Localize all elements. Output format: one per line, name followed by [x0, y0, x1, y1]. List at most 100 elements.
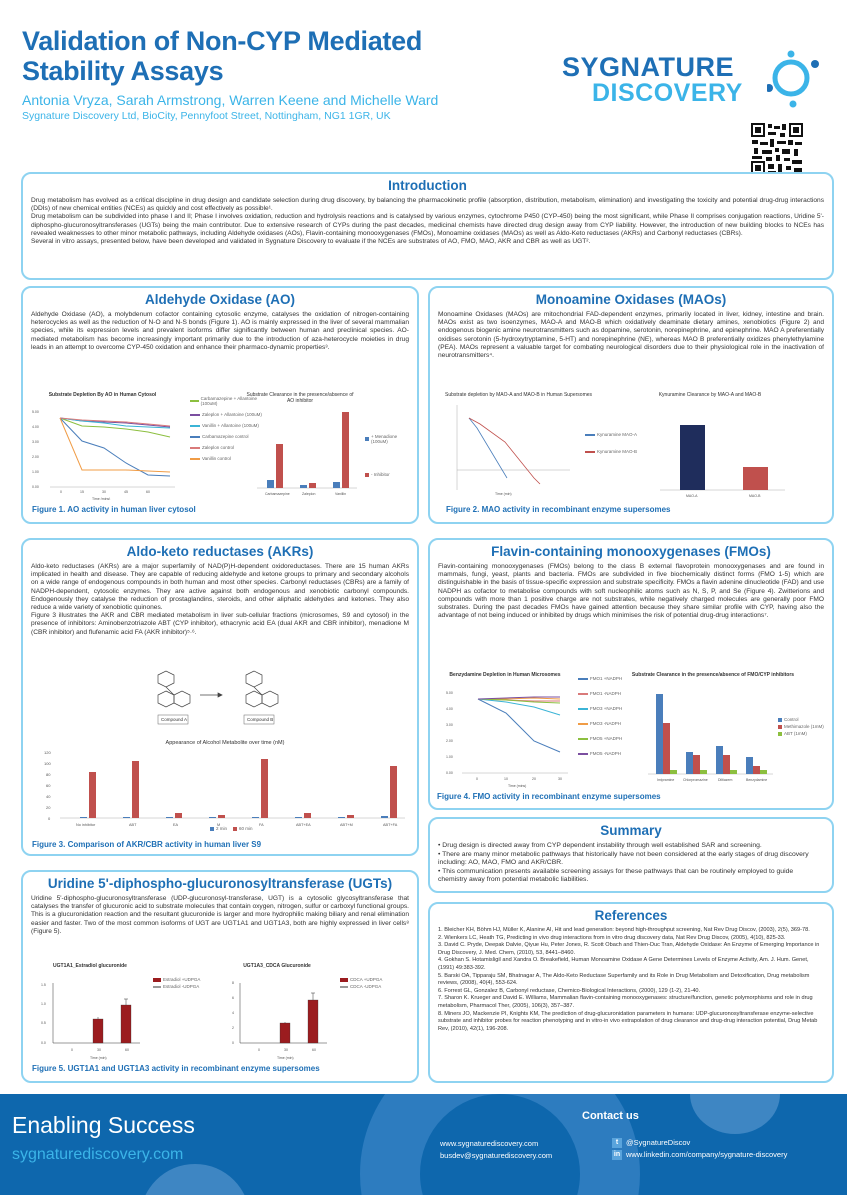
mao-depletion-legend: Kynuramine MAO-A Kynuramine MAO-B [585, 432, 637, 460]
mao-clearance-plot: MAO-A MAO-B [660, 425, 785, 498]
fmo-clearance-chart: Substrate Clearance in the presence/abse… [628, 672, 828, 792]
legend-item: + Menadione (100uM) [365, 434, 415, 444]
summary-panel: Summary Drug design is directed away fro… [428, 817, 834, 893]
qr-code[interactable] [750, 122, 804, 176]
legend-item: Estradiol +UDPGA [153, 977, 200, 982]
svg-text:45: 45 [124, 490, 128, 494]
legend-item: FMO5 +NADPH [578, 736, 622, 741]
svg-text:M: M [217, 823, 220, 827]
svg-text:60: 60 [312, 1048, 316, 1052]
legend-item: 60 min [233, 826, 253, 831]
svg-text:30: 30 [97, 1048, 101, 1052]
ao-depletion-chart: Substrate Depletion By AO in Human Cytos… [30, 392, 265, 502]
summary-item: Drug design is directed away from CYP de… [438, 842, 824, 851]
legend-item: Control [778, 717, 824, 722]
svg-text:ABT+M: ABT+M [340, 823, 353, 827]
akr-metabolite-legend: 2 min 60 min [210, 826, 253, 837]
svg-text:2.00: 2.00 [446, 739, 453, 743]
svg-text:Carbamazepine: Carbamazepine [265, 492, 290, 496]
svg-text:2: 2 [232, 1026, 234, 1030]
contact-heading: Contact us [582, 1110, 639, 1122]
legend-item: CDCA +UDPGA [340, 977, 382, 982]
fmo-clearance-plot: Imipramine Chlorpromazine Diltiazem Benzyda… [648, 694, 773, 782]
fmo-body: Flavin-containing monooxygenases (FMOs) … [438, 563, 824, 620]
decorative-ring [360, 1094, 640, 1195]
figure-4-caption: Figure 4. FMO activity in recombinant en… [437, 792, 661, 801]
akr-body-2: Figure 3 illustrates the AKR and CBR med… [31, 612, 409, 636]
svg-text:40: 40 [46, 794, 51, 799]
reference-item: 6. Forrest GL, Gonzalez B, Carbonyl redu… [438, 987, 701, 994]
fmo-depletion-plot: 0.00 1.00 2.00 3.00 4.00 5.00 0 10 20 30 Time (m… [446, 691, 568, 788]
legend-item: - Inhibitor [365, 472, 415, 477]
akr-metabolite-chart: Appearance of Alcohol Metabolite over ti… [40, 740, 410, 840]
contact-social: t @SygnatureDiscov in www.linkedin.com/com… [612, 1137, 787, 1161]
legend-item: Carbamazepine control [190, 434, 265, 439]
svg-text:MAO-A: MAO-A [686, 494, 698, 498]
affiliation: Sygnature Discovery Ltd, BioCity, Pennyf… [22, 110, 391, 122]
svg-text:1.0: 1.0 [41, 1002, 46, 1006]
legend-item: Kynuramine MAO-B [585, 449, 637, 454]
svg-text:2.00: 2.00 [32, 455, 39, 459]
figure-3-caption: Figure 3. Comparison of AKR/CBR activity… [32, 840, 262, 849]
svg-text:Time (mins): Time (mins) [92, 497, 110, 500]
chart-title: UGT1A3_CDCA Glucuronide [243, 963, 311, 969]
authors: Antonia Vryza, Sarah Armstrong, Warren K… [22, 92, 439, 108]
introduction-heading: Introduction [388, 178, 467, 193]
svg-text:80: 80 [46, 772, 51, 777]
ao-depletion-plot: 0.00 1.00 2.00 3.00 4.00 5.00 0 15 30 45 60 Time … [32, 410, 175, 500]
svg-text:0.5: 0.5 [41, 1021, 46, 1025]
twitter-handle[interactable]: @SygnatureDiscov [626, 1138, 691, 1147]
svg-text:10: 10 [504, 777, 508, 781]
logo-text-discovery: DISCOVERY [592, 79, 743, 107]
linkedin-link[interactable]: www.linkedin.com/company/sygnature-disco… [626, 1150, 788, 1159]
akr-reaction-scheme [157, 670, 279, 725]
ao-heading: Aldehyde Oxidase (AO) [144, 292, 296, 307]
svg-text:0: 0 [60, 490, 62, 494]
qr-code-icon [750, 122, 804, 176]
svg-text:8: 8 [232, 981, 234, 985]
reference-item: 3. David C. Pryde, Deepak Dalvie, Qiyue … [438, 942, 820, 956]
reference-item: 2. Wienkers LC, Heath TG, Predicting in … [438, 934, 786, 941]
svg-text:ABT+EA: ABT+EA [296, 823, 311, 827]
website-link[interactable]: www.sygnaturediscovery.com [440, 1139, 539, 1148]
linkedin-row[interactable]: in www.linkedin.com/company/sygnature-dis… [612, 1149, 787, 1161]
introduction-paragraph-2: Drug metabolism can be subdivided into p… [31, 213, 824, 237]
svg-text:30: 30 [558, 777, 562, 781]
twitter-row[interactable]: t @SygnatureDiscov [612, 1137, 787, 1149]
reference-item: 7. Sharon K. Krueger and David E. Willia… [438, 995, 813, 1009]
legend-item: Zaleplon + Allantoine (100uM) [190, 412, 265, 417]
reference-item: 4. Gokhan S. Hotamisligil and Xandra O. … [438, 957, 809, 971]
summary-heading: Summary [600, 823, 662, 838]
ugt1a3-chart: UGT1A3_CDCA Glucuronide 0 2 4 6 8 0 30 60 Time… [222, 963, 412, 1063]
reference-item: 8. Miners JO, Mackenzie PI, Knights KM, … [438, 1010, 818, 1032]
svg-text:0: 0 [71, 1048, 73, 1052]
ugt1a1-plot: 0.0 0.5 1.0 1.5 0 30 60 Time (min) [41, 983, 140, 1060]
footer-url-link[interactable]: sygnaturediscovery.com [12, 1146, 184, 1163]
svg-text:Benzydamine: Benzydamine [746, 778, 767, 782]
mao-body: Monoamine Oxidases (MAOs) are mitochondr… [438, 311, 824, 360]
email-link[interactable]: busdev@sygnaturediscovery.com [440, 1151, 553, 1160]
summary-list: Drug design is directed away from CYP de… [438, 842, 824, 885]
fmo-depletion-legend: FMO1 +NADPH FMO1 -NADPH FMO3 +NADPH FMO3… [578, 676, 622, 762]
summary-item: This communication presents available sc… [438, 868, 824, 885]
legend-item: FMO1 +NADPH [578, 676, 622, 681]
fmo-panel: Flavin-containing monooxygenases (FMOs) … [428, 538, 834, 810]
svg-text:0.00: 0.00 [32, 485, 39, 489]
twitter-icon: t [612, 1138, 622, 1148]
legend-item: CDCA -UDPGA [340, 984, 382, 989]
chart-title: Appearance of Alcohol Metabolite over ti… [165, 740, 285, 746]
figure-1-caption: Figure 1. AO activity in human liver cyt… [32, 505, 196, 514]
svg-text:4.00: 4.00 [446, 707, 453, 711]
legend-item: 2 min [210, 826, 227, 831]
svg-text:Time (min): Time (min) [495, 492, 512, 496]
chart-title: Benzydamine Depletion in Human Microsome… [449, 672, 561, 678]
chart-title: UGT1A1_Estradiol glucuronide [53, 963, 127, 969]
title-line-2: Stability Assays [22, 56, 224, 86]
akr-body-1: Aldo-keto reductases (AKRs) are a major … [31, 563, 409, 612]
svg-text:Time (min): Time (min) [277, 1056, 294, 1060]
fmo-clearance-legend: Control Methimazole (1mM) ABT (1mM) [778, 717, 824, 742]
ugt1a3-legend: CDCA +UDPGA CDCA -UDPGA [340, 977, 382, 995]
introduction-panel: Introduction Drug metabolism has evolved… [21, 172, 834, 280]
svg-text:3.00: 3.00 [32, 440, 39, 444]
footer-tagline: Enabling Success [12, 1112, 195, 1138]
